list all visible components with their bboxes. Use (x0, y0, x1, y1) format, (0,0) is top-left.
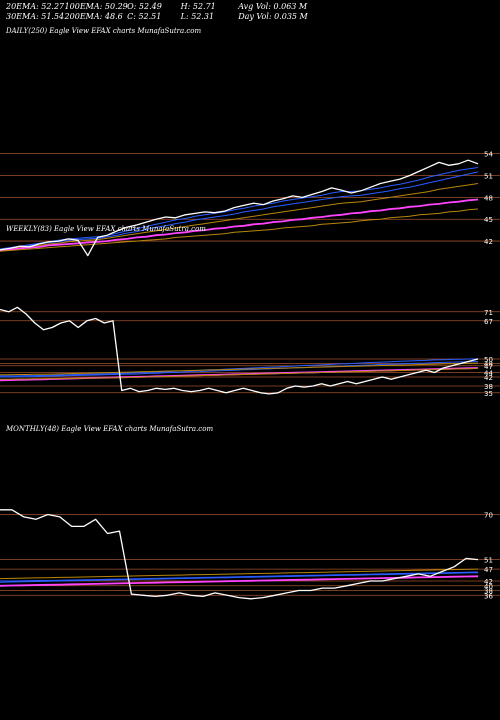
daily-panel: 54 51 48 45 42 (0, 151, 500, 257)
day-vol-value: Day Vol: 0.035 M (238, 12, 308, 21)
y-tick-label: 70 (484, 512, 493, 520)
stats-header: 20EMA: 52.27 100EMA: 50.29 O: 52.49 H: 5… (6, 2, 308, 22)
ema200-value: 200EMA: 48.6 (64, 12, 123, 21)
y-tick-label: 51 (484, 557, 493, 565)
high-value: H: 52.71 (180, 2, 216, 11)
y-tick-label: 47 (484, 363, 493, 371)
stats-row-1: 20EMA: 52.27 100EMA: 50.29 O: 52.49 H: 5… (6, 2, 308, 12)
weekly-ema-30 (0, 361, 479, 378)
y-tick-label: 38 (484, 588, 493, 596)
weekly-ema-20 (0, 358, 479, 377)
y-tick-label: 38 (484, 383, 493, 391)
y-tick-label: 50 (484, 356, 493, 364)
ema20-value: 20EMA: 52.27 (6, 2, 65, 11)
y-tick-label: 36 (484, 592, 493, 600)
y-tick-label: 51 (484, 173, 493, 181)
monthly-ema-30 (0, 572, 479, 583)
ema100-value: 100EMA: 50.29 (64, 2, 128, 11)
monthly-ema-100 (0, 568, 479, 580)
y-tick-label: 42 (484, 578, 493, 586)
daily-ema-100 (0, 183, 479, 251)
stats-row-2: 30EMA: 51.54 200EMA: 48.6 C: 52.51 L: 52… (6, 12, 308, 22)
daily-ema-20 (0, 167, 479, 250)
y-tick-label: 42 (484, 238, 493, 246)
weekly-panel-title: WEEKLY(83) Eagle View EFAX charts Munafa… (6, 225, 206, 233)
monthly-price-line (0, 509, 479, 600)
weekly-ema-long (0, 367, 479, 380)
close-value: C: 52.51 (127, 12, 162, 21)
y-tick-label: 48 (484, 194, 493, 202)
ema30-value: 30EMA: 51.54 (6, 12, 65, 21)
y-tick-label: 44 (484, 370, 493, 378)
y-tick-label: 47 (484, 566, 493, 574)
daily-panel-title: DAILY(250) Eagle View EFAX charts Munafa… (6, 27, 202, 35)
monthly-panel-title: MONTHLY(48) Eagle View EFAX charts Munaf… (6, 425, 214, 433)
open-value: O: 52.49 (127, 2, 162, 11)
monthly-ema-20 (0, 571, 479, 582)
y-tick-label: 48 (484, 361, 493, 369)
y-tick-label: 54 (484, 151, 493, 159)
weekly-price-line (0, 306, 479, 395)
daily-price-line (0, 159, 479, 257)
y-tick-label: 45 (484, 216, 493, 224)
y-tick-label: 67 (484, 318, 493, 326)
low-value: L: 52.31 (180, 12, 215, 21)
daily-ema-30 (0, 171, 479, 250)
y-tick-label: 35 (484, 390, 493, 398)
y-tick-label: 42 (484, 374, 493, 382)
y-tick-label: 71 (484, 309, 493, 317)
weekly-ema-100 (0, 362, 479, 376)
y-tick-label: 40 (484, 583, 493, 591)
daily-ema-long (0, 208, 479, 252)
avg-vol-value: Avg Vol: 0.063 M (238, 2, 308, 11)
